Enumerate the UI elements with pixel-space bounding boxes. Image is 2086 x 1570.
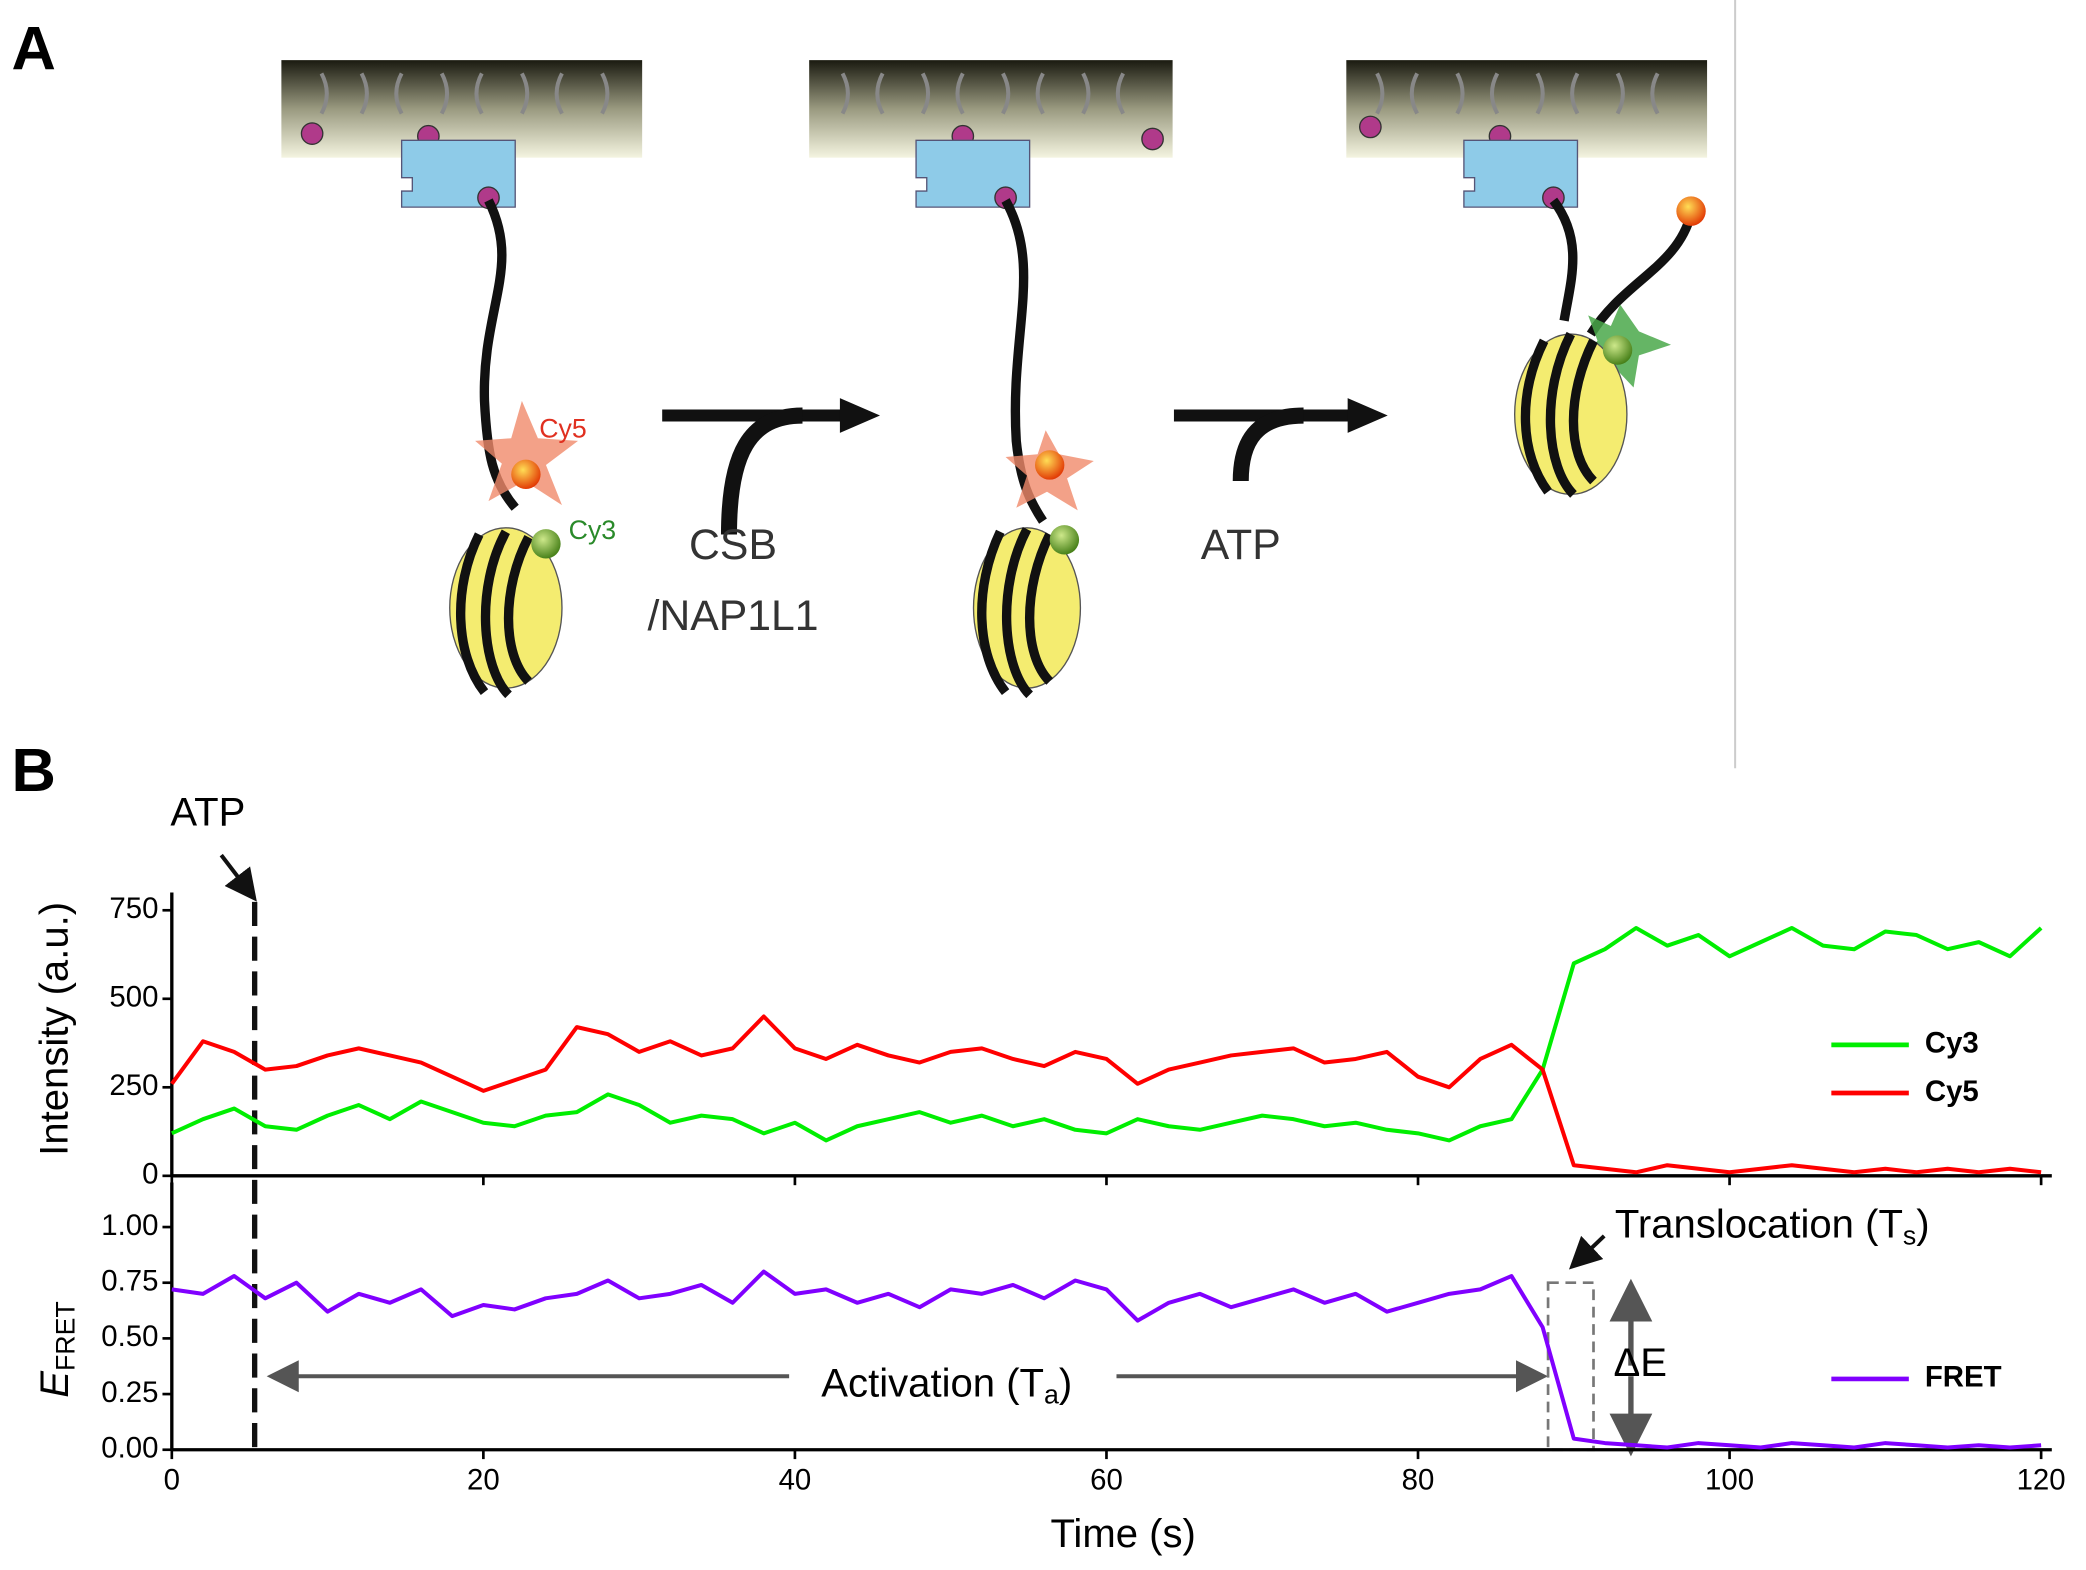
step-label: /NAP1L1 xyxy=(647,592,818,640)
annotation: ΔE xyxy=(1614,1341,1668,1385)
x-tick-label: 20 xyxy=(467,1464,500,1497)
legend-label: FRET xyxy=(1925,1361,2002,1394)
annotation: Activation (Ta) xyxy=(821,1361,1072,1409)
x-tick-label: 40 xyxy=(779,1464,812,1497)
annotation: ATP xyxy=(170,791,245,835)
construct-translocated xyxy=(1346,60,1708,498)
y-axis-label: Intensity (a.u.) xyxy=(33,902,77,1156)
x-tick-label: 120 xyxy=(2017,1464,2066,1497)
y-tick-label: 0.75 xyxy=(101,1264,158,1297)
dye-label: Cy3 xyxy=(569,515,617,545)
y-tick-label: 1.00 xyxy=(101,1209,158,1242)
y-tick-label: 0.00 xyxy=(101,1432,158,1465)
y-tick-label: 0 xyxy=(142,1158,158,1191)
series-line xyxy=(171,1269,2042,1450)
panel-letter: B xyxy=(11,736,55,805)
step-arrow xyxy=(1173,398,1388,482)
x-tick-label: 60 xyxy=(1090,1464,1123,1497)
y-tick-label: 750 xyxy=(109,892,158,925)
y-tick-label: 500 xyxy=(109,981,158,1014)
y-tick-label: 0.25 xyxy=(101,1376,158,1409)
y-tick-label: 0.50 xyxy=(101,1320,158,1353)
annotation-arrow xyxy=(1568,1234,1606,1270)
y-tick-label: 250 xyxy=(109,1069,158,1102)
annotation-arrow xyxy=(219,853,257,902)
step-arrow xyxy=(662,398,880,535)
series-line xyxy=(170,1014,2042,1175)
step-label: CSB xyxy=(689,521,777,569)
legend-label: Cy5 xyxy=(1925,1075,1979,1108)
series-line xyxy=(170,925,2043,1143)
step-label: ATP xyxy=(1201,521,1281,569)
x-tick-label: 0 xyxy=(164,1464,180,1497)
legend-label: Cy3 xyxy=(1925,1027,1979,1060)
x-axis-label: Time (s) xyxy=(1050,1512,1195,1556)
y-axis-label: EFRET xyxy=(33,1301,81,1398)
dye-label: Cy5 xyxy=(539,413,587,443)
construct-bound xyxy=(809,60,1173,699)
x-tick-label: 100 xyxy=(1705,1464,1754,1497)
x-tick-label: 80 xyxy=(1402,1464,1435,1497)
panel-letter: A xyxy=(11,15,55,84)
construct-initial xyxy=(281,60,643,699)
annotation: Translocation (Ts) xyxy=(1615,1202,1930,1250)
